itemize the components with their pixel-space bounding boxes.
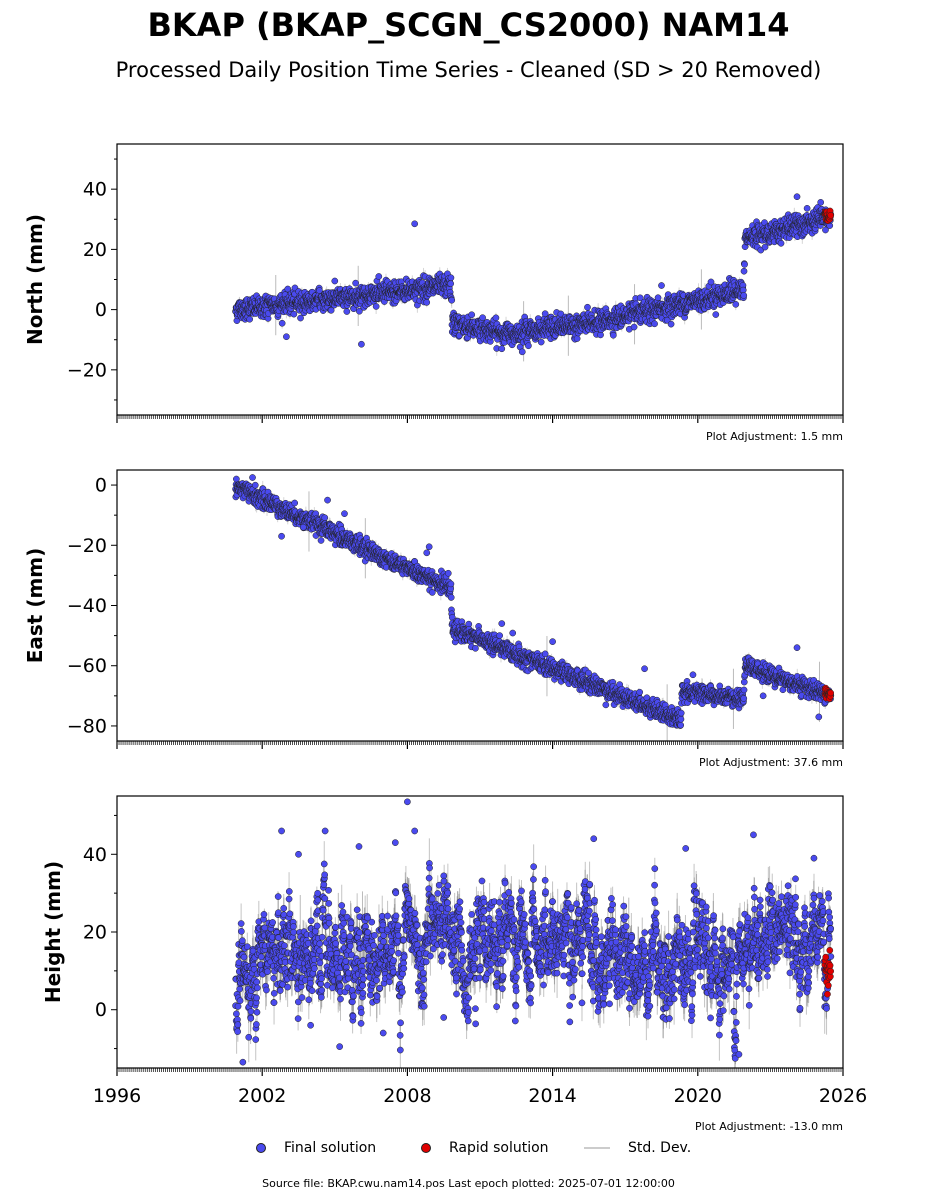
data-point [316,287,323,294]
data-point [290,310,298,318]
data-point [372,303,380,310]
data-point [447,594,455,601]
data-point [557,310,565,318]
east-final-points [232,474,835,729]
data-point [609,331,617,339]
north-panel: −20 0 20 40 North (mm) Plot Adjustment: 1.5 m… [23,143,844,443]
chart-subtitle: Processed Daily Position Time Series - C… [115,58,822,82]
data-point [479,314,486,322]
data-point [541,310,549,318]
data-point [658,282,665,289]
data-point [712,311,720,318]
data-point [803,205,811,212]
data-point [283,333,290,341]
data-point [297,314,304,322]
data-point [291,499,299,507]
data-point [740,292,748,299]
data-point [358,340,365,348]
data-point [492,314,500,322]
data-point [343,308,351,315]
data-point [246,315,254,323]
data-point [667,320,675,328]
data-point [498,345,506,353]
data-point [496,632,504,639]
north-final-points [232,193,835,356]
data-point [375,273,383,280]
data-point [537,338,545,346]
data-point [233,475,240,483]
data-point [817,199,825,206]
data-point [525,342,532,350]
data-point [793,193,801,201]
data-point [444,569,452,577]
data-point [423,299,431,306]
data-point [411,220,419,228]
data-point [284,285,292,293]
data-point [468,311,476,319]
data-point [317,537,325,544]
data-point [352,279,359,287]
data-point [278,319,286,327]
data-point [732,301,740,308]
y-tick-label: 20 [83,239,107,261]
data-point [251,481,259,489]
data-point [356,307,363,315]
data-point [472,644,479,652]
data-point [740,267,748,275]
data-point [447,580,455,588]
data-point [321,514,329,522]
data-point [654,294,662,302]
north-rapid-points [821,207,835,224]
rapid-point [827,211,835,219]
data-point [327,306,335,314]
y-tick-label: 40 [83,179,107,201]
north-y-axis-label: North (mm) [23,214,47,345]
data-point [518,348,526,356]
data-point [509,629,517,637]
north-plot-adjustment: Plot Adjustment: 1.5 mm [706,430,843,443]
data-point [447,274,455,282]
data-point [741,261,748,268]
chart-title: BKAP (BKAP_SCGN_CS2000) NAM14 [147,6,790,44]
y-tick-label: 0 [95,299,107,321]
data-point [573,335,581,342]
data-point [448,296,456,304]
data-point [447,280,455,288]
data-point [331,277,339,285]
y-tick-label: −20 [67,359,107,381]
data-point [777,239,785,247]
data-point [584,303,591,311]
data-point [630,323,638,331]
data-point [651,320,658,328]
